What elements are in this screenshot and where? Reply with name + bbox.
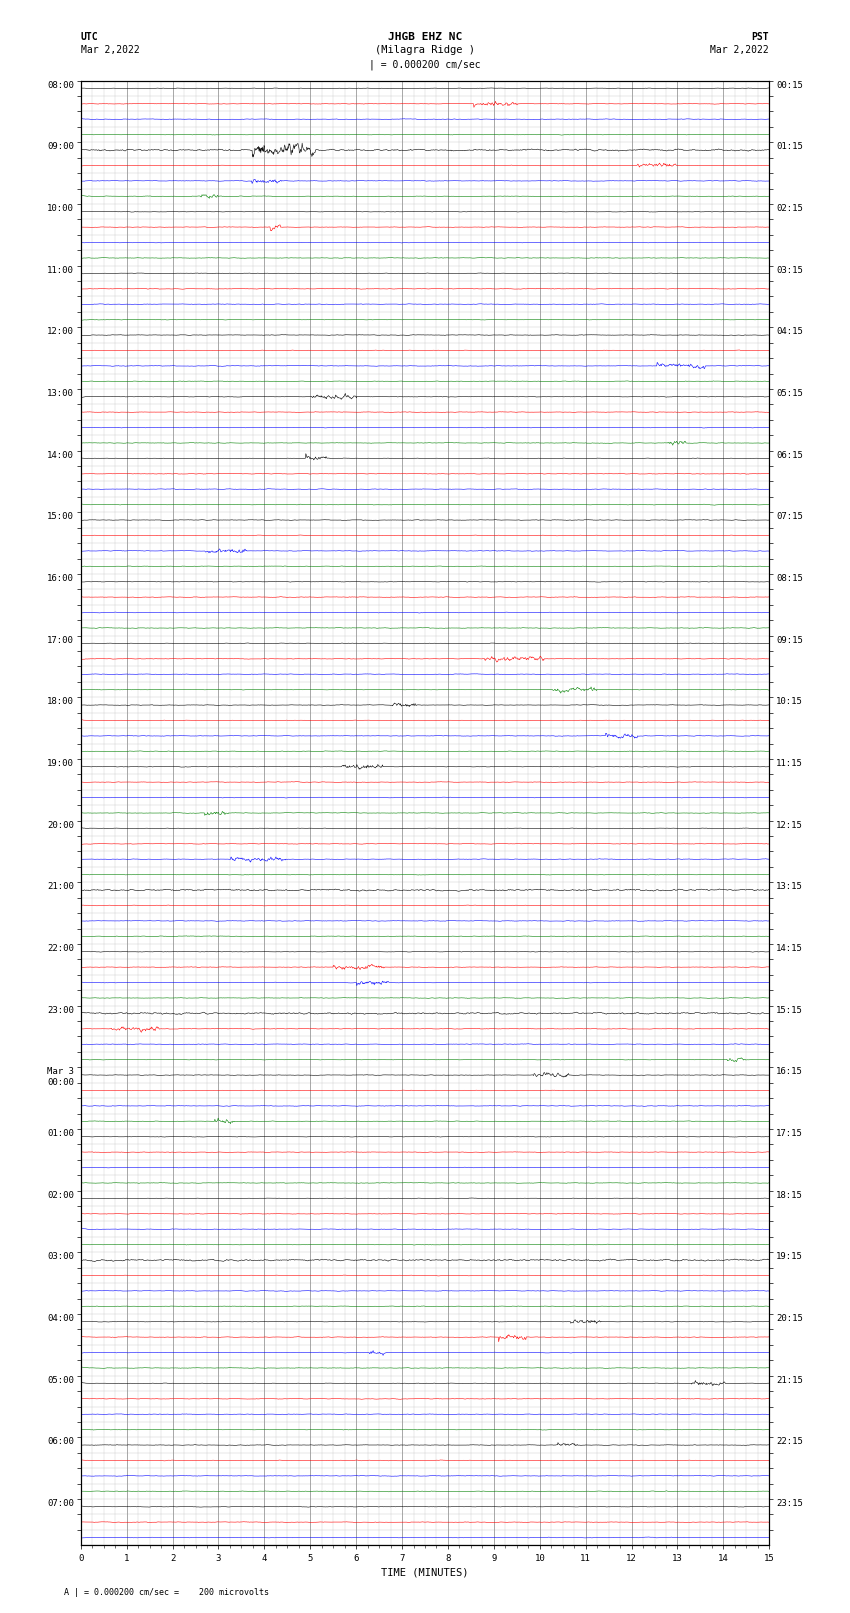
Text: | = 0.000200 cm/sec: | = 0.000200 cm/sec — [369, 60, 481, 71]
Text: Mar 2,2022: Mar 2,2022 — [81, 45, 139, 55]
Text: Mar 2,2022: Mar 2,2022 — [711, 45, 769, 55]
Text: PST: PST — [751, 32, 769, 42]
Text: JHGB EHZ NC: JHGB EHZ NC — [388, 32, 462, 42]
Text: A | = 0.000200 cm/sec =    200 microvolts: A | = 0.000200 cm/sec = 200 microvolts — [64, 1587, 269, 1597]
Text: UTC: UTC — [81, 32, 99, 42]
Text: (Milagra Ridge ): (Milagra Ridge ) — [375, 45, 475, 55]
X-axis label: TIME (MINUTES): TIME (MINUTES) — [382, 1568, 468, 1578]
